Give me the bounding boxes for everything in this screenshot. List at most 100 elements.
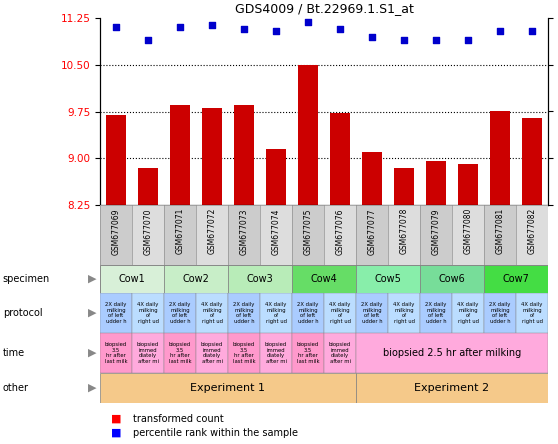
Text: 2X daily
milking
of left
udder h: 2X daily milking of left udder h (105, 302, 127, 324)
Bar (292, 333, 324, 373)
Text: 2X daily
milking
of left
udder h: 2X daily milking of left udder h (489, 302, 511, 324)
Bar (484, 265, 548, 293)
Text: 4X daily
milking
of
right ud: 4X daily milking of right ud (137, 302, 158, 324)
Bar (356, 333, 548, 373)
Point (400, 37, 408, 44)
Text: GSM677073: GSM677073 (239, 208, 248, 254)
Bar (330, 113, 350, 205)
Text: biopsied
immed
diately
after mi: biopsied immed diately after mi (201, 342, 223, 364)
Text: transformed count: transformed count (133, 414, 224, 424)
Bar (292, 293, 324, 333)
Bar (100, 205, 132, 265)
Text: biopsied
immed
diately
after mi: biopsied immed diately after mi (137, 342, 159, 364)
Bar (196, 333, 228, 373)
Bar (234, 105, 253, 205)
Text: ▶: ▶ (88, 348, 97, 358)
Text: ▶: ▶ (88, 274, 97, 284)
Text: biopsied
3.5
hr after
last milk: biopsied 3.5 hr after last milk (233, 342, 256, 364)
Text: 4X daily
milking
of
right ud: 4X daily milking of right ud (393, 302, 415, 324)
Text: biopsied
3.5
hr after
last milk: biopsied 3.5 hr after last milk (169, 342, 191, 364)
Text: 4X daily
milking
of
right ud: 4X daily milking of right ud (265, 302, 287, 324)
Text: time: time (3, 348, 25, 358)
Text: ▶: ▶ (88, 383, 97, 393)
Text: GSM677082: GSM677082 (527, 208, 536, 254)
Bar (132, 205, 164, 265)
Text: GSM677081: GSM677081 (496, 208, 504, 254)
Bar (420, 293, 452, 333)
Text: Cow6: Cow6 (439, 274, 465, 284)
Text: 2X daily
milking
of left
udder h: 2X daily milking of left udder h (362, 302, 383, 324)
Point (464, 37, 473, 44)
Text: 4X daily
milking
of
right ud: 4X daily milking of right ud (521, 302, 543, 324)
Bar (484, 293, 516, 333)
Text: 4X daily
milking
of
right ud: 4X daily milking of right ud (458, 302, 479, 324)
Point (272, 28, 281, 35)
Point (304, 18, 312, 25)
Point (335, 26, 344, 33)
Text: GSM677070: GSM677070 (143, 208, 152, 254)
Bar (100, 373, 356, 403)
Text: ■: ■ (111, 414, 122, 424)
Text: GSM677071: GSM677071 (176, 208, 185, 254)
Bar (516, 205, 548, 265)
Bar (266, 149, 286, 205)
Text: Cow7: Cow7 (503, 274, 530, 284)
Bar (388, 293, 420, 333)
Bar (260, 293, 292, 333)
Bar (356, 293, 388, 333)
Bar (516, 293, 548, 333)
Bar (100, 333, 132, 373)
Text: 2X daily
milking
of left
udder h: 2X daily milking of left udder h (233, 302, 254, 324)
Bar (324, 333, 356, 373)
Bar (164, 265, 228, 293)
Bar (452, 205, 484, 265)
Bar (395, 167, 413, 205)
Text: Cow3: Cow3 (247, 274, 273, 284)
Bar (100, 265, 164, 293)
Text: 4X daily
milking
of
right ud: 4X daily milking of right ud (201, 302, 223, 324)
Point (496, 28, 504, 35)
Point (143, 37, 152, 44)
Bar (228, 293, 260, 333)
Point (112, 24, 121, 31)
Bar (170, 105, 190, 205)
Text: GSM677075: GSM677075 (304, 208, 312, 254)
Bar (388, 205, 420, 265)
Text: 2X daily
milking
of left
udder h: 2X daily milking of left udder h (169, 302, 191, 324)
Point (239, 26, 248, 33)
Bar (196, 205, 228, 265)
Text: 2X daily
milking
of left
udder h: 2X daily milking of left udder h (425, 302, 447, 324)
Point (431, 37, 440, 44)
Text: biopsied 2.5 hr after milking: biopsied 2.5 hr after milking (383, 348, 521, 358)
Bar (164, 333, 196, 373)
Point (176, 24, 185, 31)
Bar (292, 265, 356, 293)
Bar (203, 108, 222, 205)
Bar (164, 293, 196, 333)
Bar (164, 205, 196, 265)
Text: Experiment 2: Experiment 2 (415, 383, 489, 393)
Bar (228, 333, 260, 373)
Text: GSM677080: GSM677080 (464, 208, 473, 254)
Point (368, 33, 377, 40)
Bar (100, 293, 132, 333)
Bar (107, 115, 126, 205)
Text: biopsied
immed
diately
after mi: biopsied immed diately after mi (265, 342, 287, 364)
Text: GSM677077: GSM677077 (368, 208, 377, 254)
Bar (522, 118, 542, 205)
Text: 2X daily
milking
of left
udder h: 2X daily milking of left udder h (297, 302, 319, 324)
Bar (324, 293, 356, 333)
Bar (426, 161, 446, 205)
Text: GSM677079: GSM677079 (431, 208, 440, 254)
Text: 4X daily
milking
of
right ud: 4X daily milking of right ud (329, 302, 350, 324)
Title: GDS4009 / Bt.22969.1.S1_at: GDS4009 / Bt.22969.1.S1_at (234, 3, 413, 16)
Bar (459, 164, 478, 205)
Text: biopsied
3.5
hr after
last milk: biopsied 3.5 hr after last milk (105, 342, 127, 364)
Bar (132, 333, 164, 373)
Text: other: other (3, 383, 29, 393)
Text: ▶: ▶ (88, 308, 97, 318)
Text: protocol: protocol (3, 308, 42, 318)
Text: Cow2: Cow2 (182, 274, 209, 284)
Text: biopsied
immed
diately
after mi: biopsied immed diately after mi (329, 342, 351, 364)
Text: Cow1: Cow1 (119, 274, 146, 284)
